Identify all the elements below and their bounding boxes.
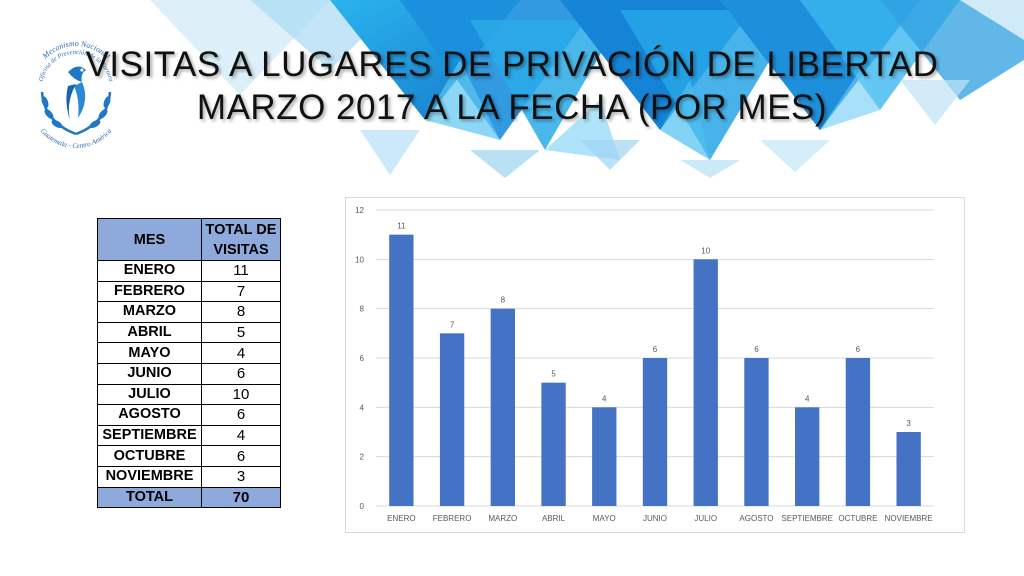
month-cell: OCTUBRE [97, 445, 202, 467]
month-cell: MARZO [97, 301, 202, 323]
bar [795, 407, 820, 506]
data-label: 10 [701, 246, 710, 255]
bar [642, 358, 668, 506]
header-total-line1: TOTAL DE [205, 221, 277, 238]
decorative-banner [150, 0, 1024, 178]
bar [845, 358, 871, 506]
month-cell: FEBRERO [97, 280, 202, 303]
bar [541, 382, 566, 506]
data-label: 5 [551, 370, 556, 379]
total-cell: 10 [201, 383, 281, 406]
bar [439, 333, 465, 506]
bar [693, 259, 718, 506]
x-tick-label: OCTUBRE [838, 514, 877, 523]
table-row: FEBRERO 7 [97, 280, 281, 303]
month-cell: ABRIL [97, 321, 202, 344]
table-row: ENERO 11 [97, 260, 281, 282]
total-cell: 4 [201, 342, 281, 364]
page-title-line-2: MARZO 2017 A LA FECHA (POR MES) [196, 88, 828, 127]
bar [389, 234, 414, 506]
bar [744, 358, 769, 506]
data-label: 6 [856, 345, 861, 354]
table-row: MAYO 4 [97, 342, 281, 364]
total-cell: 6 [201, 362, 281, 385]
visits-table-body: ENERO 11 FEBRERO 7 MARZO 8 ABRIL 5 MAYO 4 JUN… [97, 260, 281, 509]
x-tick-label: SEPTIEMBRE [781, 514, 833, 523]
data-label: 11 [397, 222, 406, 231]
total-cell: 8 [201, 301, 281, 323]
month-cell: JULIO [97, 383, 202, 406]
month-cell: MAYO [97, 342, 202, 364]
data-label: 8 [501, 296, 506, 305]
y-tick-label: 12 [355, 206, 364, 215]
data-label: 4 [805, 394, 810, 403]
table-row: ABRIL 5 [97, 321, 281, 344]
table-row: SEPTIEMBRE 4 [97, 424, 281, 447]
visits-table: MES TOTAL DE VISITAS ENERO 11 FEBRERO 7 MA… [97, 218, 281, 509]
total-cell: 11 [201, 260, 281, 282]
month-cell: AGOSTO [97, 404, 202, 426]
y-tick-label: 6 [360, 354, 365, 363]
header-month-label: MES [133, 231, 166, 248]
data-label: 6 [653, 345, 658, 354]
month-cell: JUNIO [97, 362, 202, 385]
bar-chart-svg: 0 2 4 6 8 10 12 11 ENERO 7 FEBRERO 8 MARZO 5 ABRIL 4 MAY… [355, 206, 934, 523]
table-row: AGOSTO 6 [97, 404, 281, 426]
bar [490, 308, 515, 506]
svg-text:Guatemala - Centro América: Guatemala - Centro América [39, 127, 114, 148]
header-total: TOTAL DE VISITAS [201, 218, 281, 261]
y-tick-label: 10 [355, 255, 364, 264]
total-cell: 7 [201, 280, 281, 303]
y-tick-label: 2 [360, 453, 365, 462]
total-cell: 6 [201, 445, 281, 467]
y-tick-label: 8 [360, 305, 365, 314]
total-label-cell: TOTAL [97, 486, 202, 509]
data-label: 7 [450, 320, 455, 329]
x-tick-label: ABRIL [542, 514, 566, 523]
month-cell: SEPTIEMBRE [97, 424, 202, 447]
total-cell: 5 [201, 321, 281, 344]
x-tick-label: AGOSTO [739, 514, 773, 523]
total-value-cell: 70 [201, 486, 281, 509]
page-title-line-1: VISITAS A LUGARES DE PRIVACIÓN DE LIBERT… [85, 45, 939, 84]
month-cell: NOVIEMBRE [97, 465, 202, 488]
x-tick-label: ENERO [387, 514, 415, 523]
x-tick-label: JUNIO [643, 514, 667, 523]
x-tick-label: JULIO [694, 514, 717, 523]
x-tick-label: FEBRERO [433, 514, 472, 523]
table-row: OCTUBRE 6 [97, 445, 281, 467]
bar [896, 432, 921, 506]
data-label: 6 [754, 345, 759, 354]
data-label: 4 [602, 394, 607, 403]
header-month: MES [97, 218, 202, 261]
y-tick-label: 4 [360, 403, 365, 412]
x-tick-label: MARZO [488, 514, 517, 523]
bar [592, 407, 617, 506]
month-cell: ENERO [97, 260, 202, 282]
data-label: 3 [906, 419, 911, 428]
bar-chart: 0 2 4 6 8 10 12 11 ENERO 7 FEBRERO 8 MARZO 5 ABRIL 4 MAY… [345, 197, 965, 533]
institution-seal-logo: Mecanismo Nacional Oficina de Prevención… [38, 39, 115, 148]
header-total-line2: VISITAS [213, 241, 269, 258]
table-row: NOVIEMBRE 3 [97, 465, 281, 488]
table-row: JUNIO 6 [97, 362, 281, 385]
table-row: MARZO 8 [97, 301, 281, 323]
total-cell: 6 [201, 404, 281, 426]
x-tick-label: NOVIEMBRE [885, 514, 933, 523]
y-tick-label: 0 [360, 502, 365, 511]
total-row: TOTAL 70 [97, 486, 281, 509]
total-cell: 3 [201, 465, 281, 488]
table-row: JULIO 10 [97, 383, 281, 406]
total-cell: 4 [201, 424, 281, 447]
x-tick-label: MAYO [593, 514, 616, 523]
